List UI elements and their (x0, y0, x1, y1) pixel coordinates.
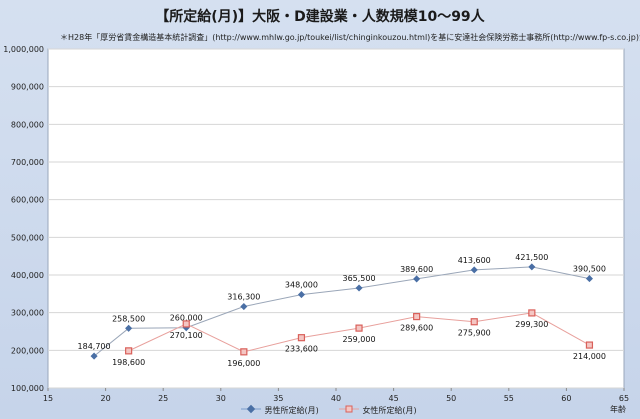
male-data-label: 184,700 (78, 342, 111, 351)
x-tick-label: 15 (43, 394, 53, 403)
x-tick-label: 25 (158, 394, 168, 403)
x-axis-label: 年齢 (610, 405, 626, 414)
female-data-label: 198,600 (112, 358, 145, 367)
male-data-point (90, 352, 98, 360)
male-data-label: 421,500 (515, 253, 548, 262)
male-data-label: 389,600 (400, 265, 433, 274)
y-tick-label: 900,000 (11, 83, 44, 92)
y-tick-label: 600,000 (11, 196, 44, 205)
y-tick-label: 400,000 (11, 271, 44, 280)
x-tick-label: 40 (331, 394, 341, 403)
source-note: ＊H28年「厚労省賃金構造基本統計調査」(http://www.mhlw.go.… (60, 33, 640, 42)
female-data-label: 270,100 (170, 331, 203, 340)
male-data-point (125, 324, 133, 332)
female-data-label: 299,300 (515, 320, 548, 329)
x-tick-label: 55 (504, 394, 514, 403)
female-data-label: 196,000 (227, 359, 260, 368)
female-data-point (125, 347, 133, 355)
x-tick-label: 30 (216, 394, 226, 403)
plot-area (47, 48, 625, 389)
chart-title: 【所定給(月)】大阪・D建設業・人数規模10～99人 (155, 9, 485, 25)
female-data-point (585, 341, 594, 349)
male-data-point (413, 275, 421, 283)
male-data-label: 365,500 (342, 274, 375, 283)
male-data-point (585, 275, 593, 283)
legend-male-marker (240, 404, 262, 416)
male-data-label: 260,000 (170, 314, 203, 323)
female-data-point (355, 324, 363, 332)
x-tick-label: 65 (619, 394, 629, 403)
male-series-line (93, 266, 590, 357)
male-data-label: 413,600 (458, 256, 491, 265)
x-tick-label: 50 (446, 394, 456, 403)
x-tick-label: 20 (101, 394, 111, 403)
male-data-point (240, 302, 248, 311)
male-data-label: 348,000 (285, 281, 318, 290)
y-tick-label: 100,000 (11, 384, 44, 393)
y-tick-label: 300,000 (11, 309, 44, 318)
male-data-point (470, 266, 478, 274)
female-data-label: 289,600 (400, 324, 433, 333)
male-data-label: 258,500 (112, 314, 145, 323)
female-data-label: 233,600 (285, 345, 318, 354)
x-tick-label: 60 (561, 394, 571, 403)
y-tick-label: 800,000 (11, 120, 44, 129)
male-data-point (355, 284, 363, 292)
legend-male-label: 男性所定給(月) (264, 405, 319, 415)
y-tick-label: 500,000 (11, 233, 44, 242)
female-data-point (240, 348, 248, 356)
female-data-point (297, 334, 306, 342)
female-data-point (182, 320, 190, 328)
female-data-label: 275,900 (458, 329, 491, 338)
x-tick-label: 45 (389, 394, 399, 403)
y-tick-label: 700,000 (11, 158, 44, 167)
legend-female-marker (338, 404, 360, 416)
male-data-point (528, 263, 536, 271)
female-data-point (528, 309, 536, 317)
y-tick-label: 1,000,000 (3, 45, 44, 54)
female-data-label: 259,000 (342, 335, 375, 344)
y-tick-label: 200,000 (11, 346, 44, 355)
female-data-point (413, 312, 421, 321)
female-data-label: 214,000 (573, 352, 606, 361)
male-data-label: 316,300 (227, 293, 260, 302)
legend-female-label: 女性所定給(月) (362, 405, 417, 415)
legend: 男性所定給(月) 女性所定給(月) (240, 404, 417, 416)
female-data-point (470, 318, 478, 326)
x-tick-label: 35 (273, 394, 283, 403)
male-data-point (297, 291, 305, 299)
male-data-label: 390,500 (573, 265, 606, 274)
